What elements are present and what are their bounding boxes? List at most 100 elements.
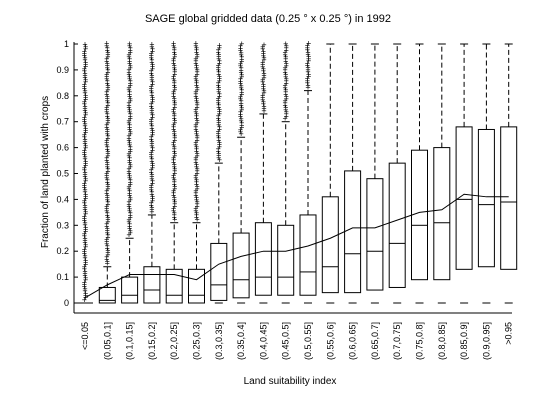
outlier-mark: + xyxy=(217,89,222,99)
outlier-mark: + xyxy=(83,161,88,171)
outlier-mark: + xyxy=(193,72,198,82)
outlier-mark: + xyxy=(126,215,131,225)
box-16 xyxy=(433,43,451,304)
outlier-mark: + xyxy=(172,184,177,194)
outlier-mark: + xyxy=(105,142,110,152)
outlier-mark: + xyxy=(216,69,221,79)
outlier-mark: + xyxy=(82,187,87,197)
outlier-mark: + xyxy=(128,114,133,124)
outlier-mark: + xyxy=(126,100,131,110)
outlier-mark: + xyxy=(105,193,110,203)
outlier-mark: + xyxy=(172,85,177,95)
outlier-mark: + xyxy=(150,194,155,204)
outlier-mark: + xyxy=(127,191,132,201)
outlier-mark: + xyxy=(127,153,132,163)
outlier-mark: + xyxy=(105,250,110,260)
outlier-mark: + xyxy=(149,53,154,63)
outlier-mark: + xyxy=(83,75,88,85)
outlier-mark: + xyxy=(194,146,199,156)
outlier-mark: + xyxy=(239,54,244,64)
outlier-mark: + xyxy=(171,173,176,183)
outlier-mark: + xyxy=(171,91,176,101)
outlier-mark: + xyxy=(260,57,265,67)
outlier-mark: + xyxy=(150,46,155,56)
outlier-mark: + xyxy=(193,39,198,49)
y-tick-label: 0.1 xyxy=(56,272,69,282)
outlier-mark: + xyxy=(260,42,265,52)
outlier-mark: + xyxy=(217,91,222,101)
outlier-mark: + xyxy=(305,78,310,88)
outlier-mark: + xyxy=(82,73,87,83)
outlier-mark: + xyxy=(194,43,199,53)
outlier-mark: + xyxy=(216,118,221,128)
outlier-mark: + xyxy=(172,67,177,77)
outlier-mark: + xyxy=(83,258,88,268)
outlier-mark: + xyxy=(82,64,87,74)
outlier-mark: + xyxy=(83,291,88,301)
outlier-mark: + xyxy=(194,96,199,106)
outlier-mark: + xyxy=(104,219,109,229)
outlier-mark: + xyxy=(104,138,109,148)
outlier-mark: + xyxy=(126,151,131,161)
outlier-mark: + xyxy=(149,106,154,116)
outlier-mark: + xyxy=(305,45,310,55)
outlier-mark: + xyxy=(172,135,177,145)
outlier-mark: + xyxy=(172,50,177,60)
outlier-mark: + xyxy=(216,151,221,161)
outlier-mark: + xyxy=(105,50,110,60)
outlier-mark: + xyxy=(172,195,177,205)
outlier-mark: + xyxy=(150,143,155,153)
outlier-mark: + xyxy=(238,41,243,51)
outlier-mark: + xyxy=(172,201,177,211)
iqr-box xyxy=(500,126,518,270)
y-tick-label: 0.3 xyxy=(56,220,69,230)
outlier-mark: + xyxy=(82,53,87,63)
outlier-mark: + xyxy=(305,58,310,68)
outlier-mark: + xyxy=(282,96,287,106)
outlier-mark: + xyxy=(105,116,110,126)
outlier-mark: + xyxy=(82,66,87,76)
outlier-mark: + xyxy=(239,39,244,49)
outlier-mark: + xyxy=(104,135,109,145)
outlier-mark: + xyxy=(82,134,87,144)
outlier-mark: + xyxy=(104,252,109,262)
outlier-mark: + xyxy=(128,45,133,55)
outlier-mark: + xyxy=(216,131,221,141)
outlier-mark: + xyxy=(126,149,131,159)
outlier-mark: + xyxy=(172,63,177,73)
outlier-mark: + xyxy=(127,59,132,69)
outlier-mark: + xyxy=(82,97,87,107)
outlier-mark: + xyxy=(105,160,110,170)
outlier-mark: + xyxy=(82,198,87,208)
outlier-mark: + xyxy=(126,202,131,212)
outlier-mark: + xyxy=(261,53,266,63)
outlier-mark: + xyxy=(283,105,288,115)
box-7: ++++++++++++++++++++++++++++++++++++++++… xyxy=(232,39,250,304)
outlier-mark: + xyxy=(238,68,243,78)
outlier-mark: + xyxy=(172,43,177,53)
outlier-mark: + xyxy=(82,238,87,248)
box-5: ++++++++++++++++++++++++++++++++++++++++… xyxy=(188,39,205,304)
outlier-mark: + xyxy=(305,63,310,73)
outlier-mark: + xyxy=(105,61,110,71)
outlier-mark: + xyxy=(306,52,311,62)
outlier-mark: + xyxy=(261,99,266,109)
outlier-mark: + xyxy=(150,64,155,74)
outlier-mark: + xyxy=(105,131,110,141)
outlier-mark: + xyxy=(82,40,87,50)
outlier-mark: + xyxy=(104,201,109,211)
outlier-mark: + xyxy=(83,77,88,87)
outlier-mark: + xyxy=(105,149,110,159)
box-1: ++++++++++++++++++++++++++++++++++++++++… xyxy=(98,39,116,304)
outlier-mark: + xyxy=(82,117,87,127)
outlier-mark: + xyxy=(282,114,287,124)
outlier-mark: + xyxy=(216,54,221,64)
outlier-mark: + xyxy=(171,140,176,150)
outlier-mark: + xyxy=(172,133,177,143)
outlier-mark: + xyxy=(194,144,199,154)
box-11 xyxy=(321,43,339,304)
outlier-mark: + xyxy=(172,142,177,152)
outlier-mark: + xyxy=(238,129,243,139)
outlier-mark: + xyxy=(149,136,154,146)
outlier-mark: + xyxy=(193,107,198,117)
